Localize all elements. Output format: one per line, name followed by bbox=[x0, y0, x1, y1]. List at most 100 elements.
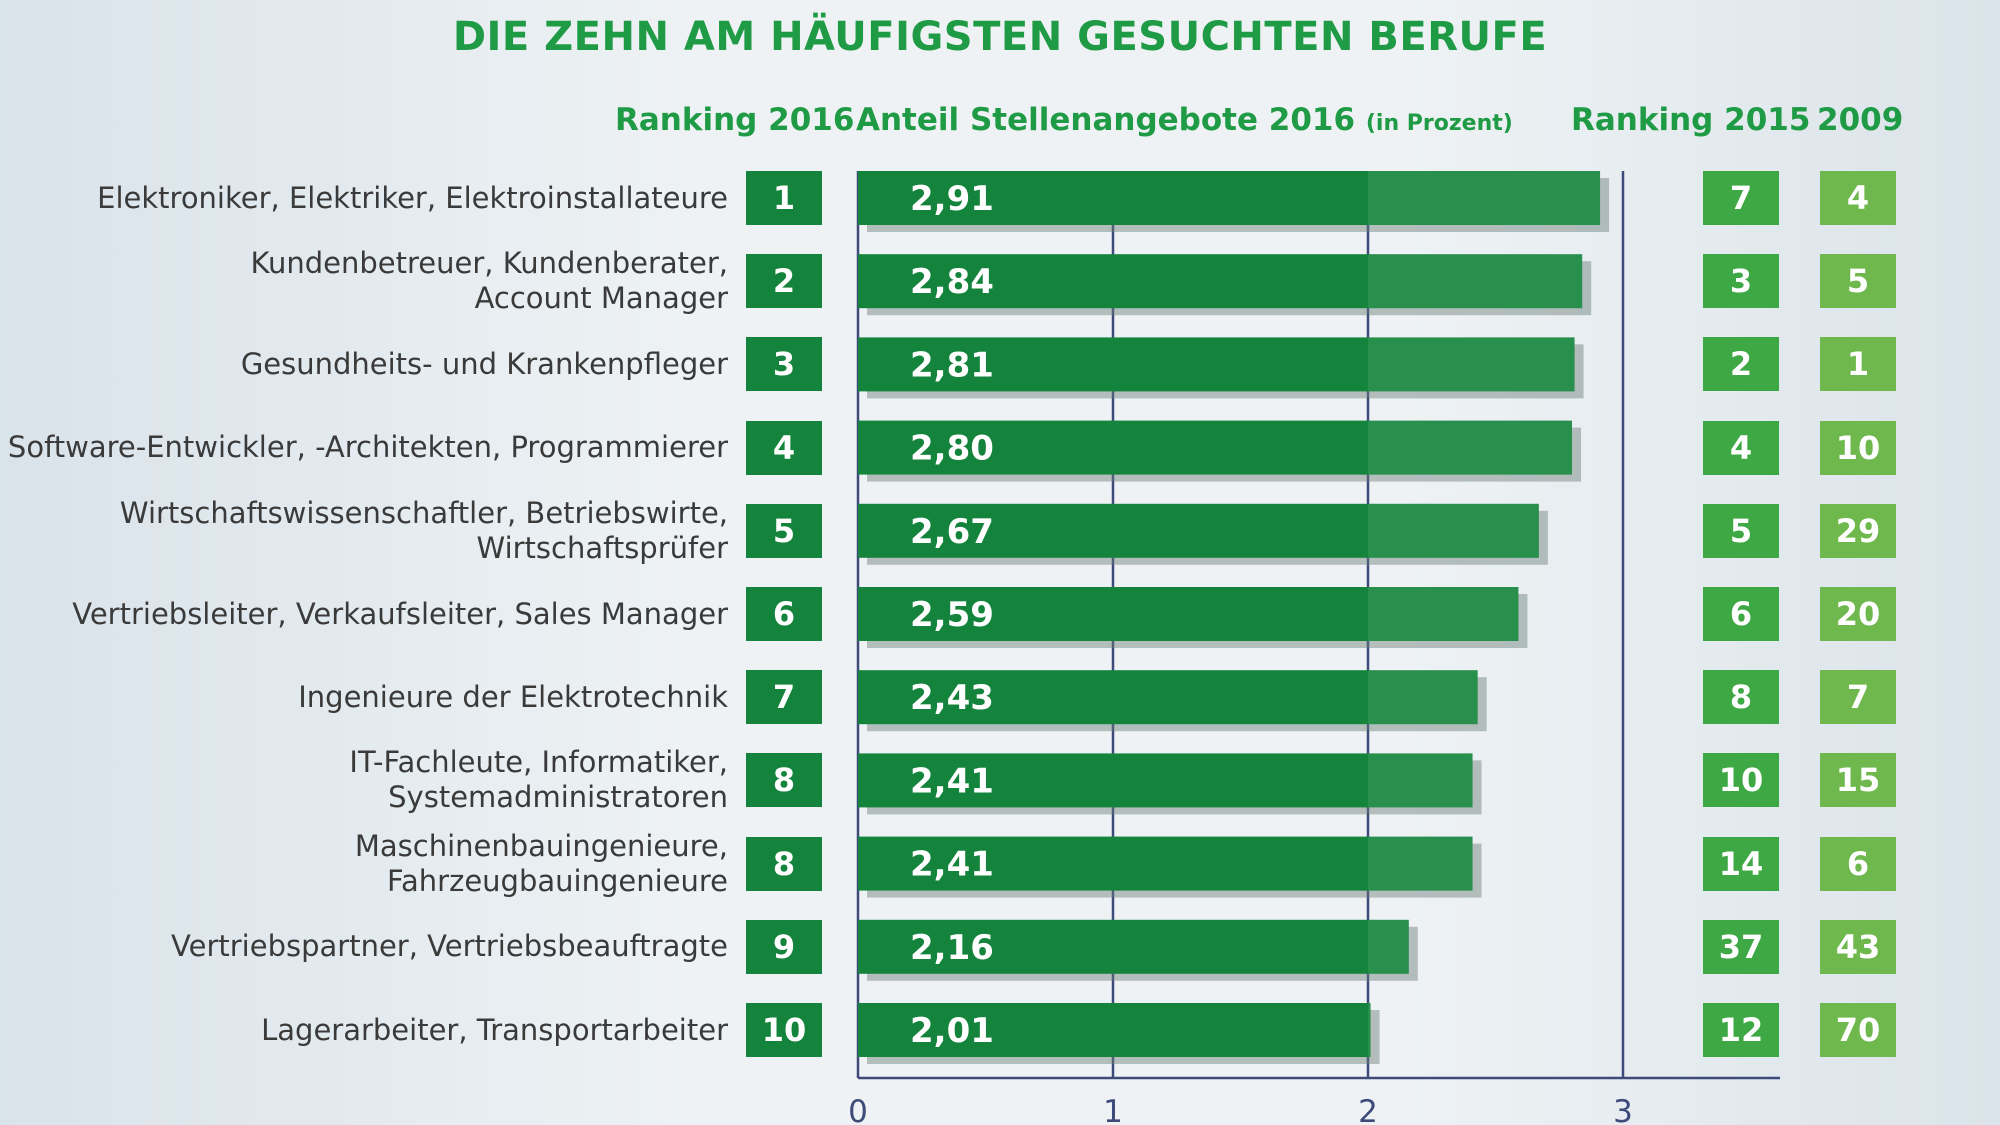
rank-2009-badge: 1 bbox=[1820, 337, 1896, 392]
bar bbox=[858, 587, 1519, 641]
rank-2015-badge: 14 bbox=[1703, 836, 1779, 891]
header-ranking-2009: 2009 bbox=[1817, 102, 1904, 138]
rank-2009-badge: 5 bbox=[1820, 254, 1896, 309]
bar bbox=[858, 1003, 1371, 1057]
category-label: Kundenbetreuer, Kundenberater, Account Ma… bbox=[250, 246, 728, 316]
rank-2016-badge: 5 bbox=[746, 503, 822, 558]
category-label-line: Vertriebspartner, Vertriebsbeauftragte bbox=[171, 929, 728, 964]
bar-highlight bbox=[1368, 337, 1575, 392]
rank-2015-badge: 4 bbox=[1703, 420, 1779, 475]
bar bbox=[858, 670, 1478, 725]
rank-2009-badge: 4 bbox=[1820, 171, 1896, 225]
rank-2016-badge: 7 bbox=[746, 670, 822, 725]
header-share-main: Anteil Stellenangebote 2016 bbox=[856, 102, 1356, 138]
bar-highlight bbox=[1368, 919, 1409, 974]
bar bbox=[858, 254, 1583, 309]
bar-highlight bbox=[1368, 254, 1583, 309]
rank-2015-badge: 8 bbox=[1703, 670, 1779, 725]
bar-highlight bbox=[1368, 1003, 1371, 1057]
header-ranking-2016: Ranking 2016 bbox=[615, 102, 855, 138]
rank-2015-badge: 2 bbox=[1703, 337, 1779, 392]
category-label-line: IT-Fachleute, Informatiker, bbox=[349, 745, 728, 780]
rank-2009-badge: 43 bbox=[1820, 919, 1896, 974]
rank-2016-badge: 1 bbox=[746, 171, 822, 225]
bar bbox=[858, 919, 1409, 974]
category-label-line: Lagerarbeiter, Transportarbeiter bbox=[261, 1012, 728, 1047]
rank-2015-badge: 10 bbox=[1703, 753, 1779, 808]
category-label-line: Gesundheits- und Krankenpfleger bbox=[240, 346, 728, 381]
category-label: Wirtschaftswissenschaftler, Betriebswirt… bbox=[120, 496, 728, 566]
category-label: Ingenieure der Elektrotechnik bbox=[298, 680, 728, 715]
category-label-line: Systemadministratoren bbox=[388, 780, 728, 815]
category-label-line: Fahrzeugbauingenieure bbox=[387, 863, 728, 898]
rank-2015-badge: 6 bbox=[1703, 587, 1779, 641]
bar-value-label: 2,01 bbox=[910, 1011, 994, 1051]
bar bbox=[858, 337, 1575, 392]
category-label-line: Wirtschaftsprüfer bbox=[476, 530, 728, 565]
category-label-line: Software-Entwickler, -Architekten, Progr… bbox=[7, 430, 728, 465]
bar-value-label: 2,16 bbox=[910, 928, 994, 968]
x-tick-label: 2 bbox=[1358, 1094, 1378, 1125]
header-share-unit: (in Prozent) bbox=[1365, 111, 1513, 136]
rank-2009-badge: 29 bbox=[1820, 503, 1896, 558]
category-label: IT-Fachleute, Informatiker, Systemadminis… bbox=[349, 745, 728, 815]
rank-2016-badge: 6 bbox=[746, 587, 822, 641]
rank-2015-badge: 7 bbox=[1703, 171, 1779, 225]
bar-value-label: 2,84 bbox=[910, 262, 994, 302]
bar-highlight bbox=[1368, 670, 1478, 725]
category-label: Elektroniker, Elektriker, Elektroinstall… bbox=[97, 181, 728, 216]
category-label-line: Ingenieure der Elektrotechnik bbox=[298, 679, 728, 714]
rank-2015-badge: 5 bbox=[1703, 503, 1779, 558]
category-label: Maschinenbauingenieure, Fahrzeugbauingeni… bbox=[355, 829, 728, 899]
rank-2016-badge: 8 bbox=[746, 836, 822, 891]
category-label-line: Kundenbetreuer, Kundenberater, bbox=[250, 246, 728, 281]
x-tick-label: 3 bbox=[1613, 1094, 1633, 1125]
bar-highlight bbox=[1368, 587, 1519, 641]
rank-2009-badge: 6 bbox=[1820, 836, 1896, 891]
rank-2009-badge: 7 bbox=[1820, 670, 1896, 725]
bar bbox=[858, 836, 1473, 891]
category-label-line: Account Manager bbox=[474, 281, 728, 316]
bar-value-label: 2,80 bbox=[910, 429, 994, 469]
bar-highlight bbox=[1368, 171, 1601, 225]
category-label-line: Maschinenbauingenieure, bbox=[354, 828, 728, 863]
bar-highlight bbox=[1368, 836, 1473, 891]
category-label: Lagerarbeiter, Transportarbeiter bbox=[261, 1013, 728, 1048]
chart-title: DIE ZEHN AM HÄUFIGSTEN GESUCHTEN BERUFE bbox=[452, 14, 1548, 60]
bar-highlight bbox=[1368, 503, 1539, 558]
bar bbox=[858, 171, 1601, 225]
bar-highlight bbox=[1368, 753, 1473, 808]
category-label: Software-Entwickler, -Architekten, Progr… bbox=[8, 430, 728, 465]
rank-2015-badge: 12 bbox=[1703, 1003, 1779, 1057]
rank-2016-badge: 4 bbox=[746, 420, 822, 475]
rank-2009-badge: 20 bbox=[1820, 587, 1896, 641]
bar-value-label: 2,41 bbox=[910, 845, 994, 885]
bar bbox=[858, 420, 1572, 475]
bar bbox=[858, 503, 1539, 558]
rank-2016-badge: 8 bbox=[746, 753, 822, 808]
rank-2016-badge: 2 bbox=[746, 254, 822, 309]
bar-value-label: 2,43 bbox=[910, 678, 994, 718]
rank-2015-badge: 37 bbox=[1703, 919, 1779, 974]
bar-value-label: 2,59 bbox=[910, 595, 994, 635]
rank-2009-badge: 10 bbox=[1820, 420, 1896, 475]
x-tick-label: 1 bbox=[1103, 1094, 1123, 1125]
rank-2015-badge: 3 bbox=[1703, 254, 1779, 309]
category-label-line: Vertriebsleiter, Verkaufsleiter, Sales M… bbox=[72, 596, 728, 631]
rank-2016-badge: 3 bbox=[746, 337, 822, 392]
rank-2009-badge: 70 bbox=[1820, 1003, 1896, 1057]
rank-2009-badge: 15 bbox=[1820, 753, 1896, 808]
header-ranking-2015: Ranking 2015 bbox=[1571, 102, 1811, 138]
bar-value-label: 2,67 bbox=[910, 512, 994, 552]
rank-2016-badge: 9 bbox=[746, 919, 822, 974]
category-label: Gesundheits- und Krankenpfleger bbox=[241, 347, 728, 382]
category-label: Vertriebsleiter, Verkaufsleiter, Sales M… bbox=[72, 597, 728, 632]
bar-value-label: 2,41 bbox=[910, 761, 994, 801]
category-label-line: Wirtschaftswissenschaftler, Betriebswirt… bbox=[119, 495, 728, 530]
bar-highlight bbox=[1368, 420, 1572, 475]
rank-2016-badge: 10 bbox=[746, 1003, 822, 1057]
header-share-2016: Anteil Stellenangebote 2016 (in Prozent) bbox=[856, 102, 1513, 138]
bar-value-label: 2,81 bbox=[910, 345, 994, 385]
